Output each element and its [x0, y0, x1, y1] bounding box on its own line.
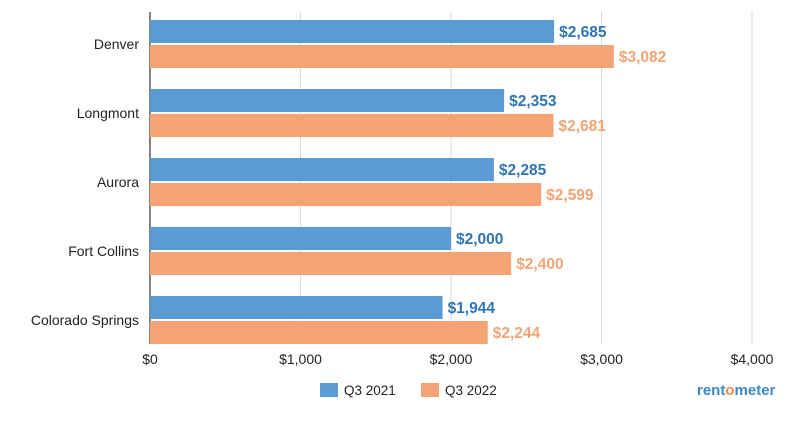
category-label: Colorado Springs — [31, 312, 139, 328]
svg-text:rentometer: rentometer — [697, 382, 776, 399]
category-label: Aurora — [97, 174, 139, 190]
data-label: $3,082 — [619, 49, 666, 66]
category-label: Fort Collins — [68, 243, 139, 259]
data-label: $2,000 — [456, 231, 503, 248]
brand-text-o: o — [725, 382, 734, 399]
brand-logo: rentometer — [697, 382, 776, 399]
data-label: $1,944 — [448, 300, 496, 317]
legend-label: Q3 2022 — [445, 383, 497, 398]
category-label: Longmont — [77, 105, 139, 121]
data-label: $2,685 — [559, 24, 607, 41]
data-label: $2,244 — [493, 325, 541, 342]
x-tick-label: $3,000 — [580, 351, 623, 367]
data-label: $2,681 — [558, 118, 606, 135]
x-tick-label: $4,000 — [731, 351, 774, 367]
x-tick-label: $2,000 — [430, 351, 473, 367]
x-tick-label: $0 — [142, 351, 158, 367]
legend-label: Q3 2021 — [344, 383, 396, 398]
bar — [150, 296, 443, 319]
category-label: Denver — [94, 36, 139, 52]
x-tick-label: $1,000 — [279, 351, 322, 367]
category-labels: Denver Longmont Aurora Fort Collins Colorado… — [31, 36, 140, 328]
bar — [150, 45, 614, 68]
data-label: $2,599 — [546, 187, 594, 204]
bar — [150, 89, 505, 112]
brand-text-meter: meter — [735, 382, 776, 399]
x-axis-ticks: $0 $1,000 $2,000 $3,000 $4,000 — [142, 351, 773, 367]
data-label: $2,285 — [499, 162, 547, 179]
bar — [150, 20, 555, 43]
bar — [150, 114, 554, 137]
bar — [150, 227, 451, 250]
bar — [150, 321, 488, 344]
brand-text-rent: rent — [697, 382, 725, 399]
legend-swatch — [421, 383, 439, 397]
data-label: $2,400 — [516, 256, 563, 273]
legend-swatch — [320, 383, 338, 397]
bar — [150, 158, 494, 181]
bar — [150, 183, 542, 206]
value-labels: $2,685 $3,082 $2,353$2,681 $2,285 $2,599 $2,0… — [448, 24, 667, 342]
data-label: $2,353 — [509, 93, 557, 110]
bar — [150, 252, 512, 275]
bars — [150, 20, 614, 344]
legend: Q3 2021 Q3 2022 — [320, 383, 497, 398]
